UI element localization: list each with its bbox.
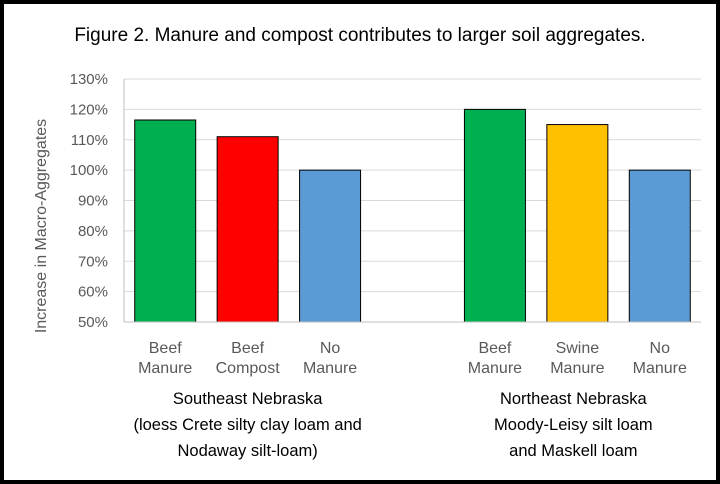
- x-category-label: Manure: [468, 360, 522, 377]
- group-label: Nodaway silt-loam): [177, 442, 317, 460]
- x-category-label: Manure: [550, 360, 604, 377]
- x-category-label: Manure: [633, 360, 687, 377]
- group-label: Northeast Nebraska: [500, 390, 648, 408]
- bars: [134, 108, 691, 323]
- y-tick-label: 90%: [78, 193, 108, 210]
- x-category-label: Manure: [138, 360, 192, 377]
- bar: [216, 136, 279, 323]
- y-axis-label: Increase in Macro-Aggregates: [33, 119, 50, 333]
- y-tick-label: 60%: [78, 284, 108, 301]
- bar: [546, 124, 609, 323]
- x-category-label: Beef: [231, 340, 264, 357]
- bar: [134, 119, 197, 323]
- labels: 50% 60% 70% 80% 90% 100% 110% 120% 130% Beef Manur…: [70, 71, 687, 460]
- y-tick-label: 80%: [78, 223, 108, 240]
- y-tick-label: 130%: [70, 71, 108, 88]
- gridlines: [124, 78, 701, 293]
- x-category-label: Compost: [216, 360, 281, 377]
- bar-chart: Figure 2. Manure and compost contributes…: [33, 25, 701, 460]
- group-label: Moody-Leisy silt loam: [494, 416, 653, 434]
- y-tick-label: 70%: [78, 253, 108, 270]
- y-tick-label: 110%: [71, 132, 108, 149]
- axes: [123, 79, 701, 323]
- x-category-label: No: [650, 340, 671, 357]
- y-tick-label: 120%: [70, 101, 108, 118]
- group-label: Southeast Nebraska: [173, 390, 323, 408]
- chart-title: Figure 2. Manure and compost contributes…: [74, 25, 645, 46]
- group-label: (loess Crete silty clay loam and: [133, 416, 361, 434]
- bar: [463, 108, 526, 323]
- y-tick-label: 100%: [70, 162, 108, 179]
- x-category-label: Manure: [303, 360, 357, 377]
- x-category-label: Beef: [149, 340, 182, 357]
- x-category-label: Beef: [478, 340, 511, 357]
- bar: [628, 169, 691, 323]
- y-tick-label: 50%: [78, 314, 108, 331]
- group-label: and Maskell loam: [509, 442, 637, 460]
- x-category-label: Swine: [556, 340, 600, 357]
- x-category-label: No: [320, 340, 341, 357]
- bar: [299, 169, 362, 323]
